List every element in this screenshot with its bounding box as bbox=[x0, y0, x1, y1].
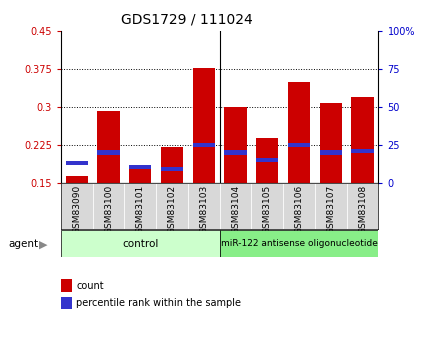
Bar bbox=[351, 149, 373, 153]
Bar bbox=[129, 167, 151, 183]
Text: GDS1729 / 111024: GDS1729 / 111024 bbox=[121, 12, 252, 26]
Bar bbox=[92, 183, 124, 229]
Bar bbox=[161, 167, 183, 171]
Bar bbox=[287, 144, 309, 147]
Bar bbox=[192, 144, 214, 147]
Bar bbox=[219, 183, 251, 229]
Text: ▶: ▶ bbox=[39, 239, 48, 249]
Bar bbox=[129, 165, 151, 169]
Bar bbox=[319, 103, 341, 183]
Text: GSM83107: GSM83107 bbox=[326, 185, 335, 235]
Bar bbox=[256, 158, 278, 162]
Bar bbox=[97, 111, 119, 183]
Bar bbox=[66, 176, 88, 183]
Text: percentile rank within the sample: percentile rank within the sample bbox=[76, 298, 240, 308]
Bar bbox=[283, 183, 314, 229]
Bar bbox=[61, 230, 219, 257]
Text: GSM83102: GSM83102 bbox=[167, 185, 176, 234]
Text: control: control bbox=[122, 239, 158, 248]
Text: GSM83101: GSM83101 bbox=[135, 185, 145, 235]
Bar bbox=[219, 230, 378, 257]
Bar bbox=[224, 150, 246, 155]
Text: GSM83108: GSM83108 bbox=[357, 185, 366, 235]
Text: GSM83090: GSM83090 bbox=[72, 185, 81, 235]
Text: GSM83105: GSM83105 bbox=[262, 185, 271, 235]
Text: GSM83100: GSM83100 bbox=[104, 185, 113, 235]
Text: GSM83106: GSM83106 bbox=[294, 185, 303, 235]
Text: GSM83104: GSM83104 bbox=[230, 185, 240, 234]
Bar bbox=[251, 183, 283, 229]
Bar bbox=[256, 138, 278, 183]
Bar bbox=[156, 183, 187, 229]
Bar bbox=[351, 97, 373, 183]
Bar bbox=[224, 107, 246, 183]
Bar bbox=[97, 150, 119, 155]
Bar bbox=[61, 183, 92, 229]
Bar bbox=[287, 82, 309, 183]
Bar bbox=[319, 150, 341, 155]
Bar bbox=[346, 183, 378, 229]
Bar bbox=[161, 147, 183, 183]
Text: miR-122 antisense oligonucleotide: miR-122 antisense oligonucleotide bbox=[220, 239, 377, 248]
Bar bbox=[187, 183, 219, 229]
Text: GSM83103: GSM83103 bbox=[199, 185, 208, 235]
Bar bbox=[192, 69, 214, 183]
Bar bbox=[66, 160, 88, 165]
Text: count: count bbox=[76, 281, 104, 290]
Text: agent: agent bbox=[9, 239, 39, 249]
Bar bbox=[124, 183, 156, 229]
Bar bbox=[314, 183, 346, 229]
